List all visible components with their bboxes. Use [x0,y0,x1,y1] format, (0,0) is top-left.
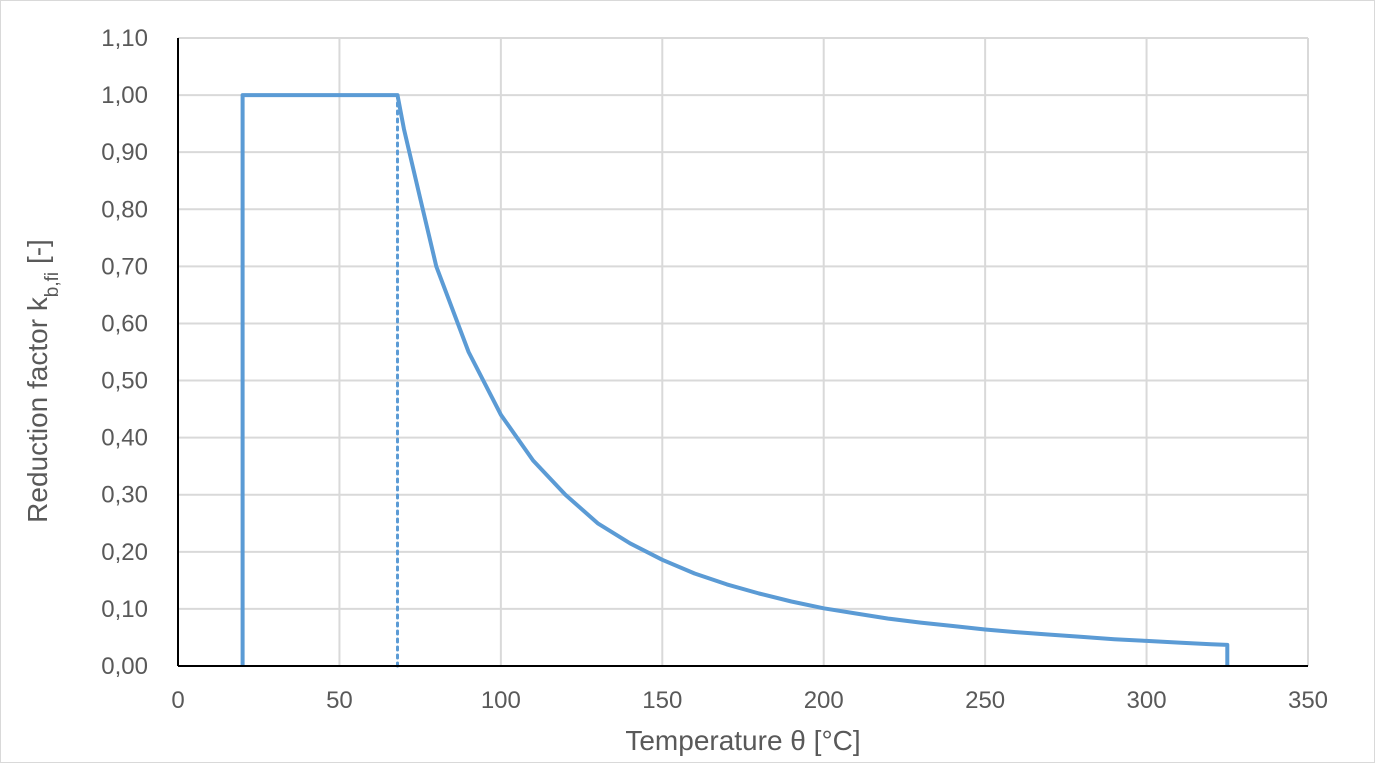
gridlines [178,37,1309,666]
series-layer [240,93,1230,668]
x-tick-label-6: 300 [1127,687,1167,714]
x-tick-labels: 0 50 100 150 200 250 300 350 [171,687,1328,714]
y-tick-label-8: 0,80 [101,196,148,223]
y-tick-labels: 0,00 0,10 0,20 0,30 0,40 0,50 0,60 0,70 0,80 0,90… [101,25,148,680]
x-tick-label-3: 150 [642,687,682,714]
y-tick-label-0: 0,00 [101,653,148,680]
y-tick-label-4: 0,40 [101,425,148,452]
axes [177,38,1308,667]
y-axis-title-suffix: [-] [22,239,53,272]
y-tick-label-3: 0,30 [101,482,148,509]
x-tick-label-7: 350 [1288,687,1328,714]
reduction-factor-line [240,93,1230,666]
y-tick-label-7: 0,70 [101,253,148,280]
y-tick-label-2: 0,20 [101,539,148,566]
x-tick-label-5: 250 [965,687,1005,714]
y-tick-label-1: 0,10 [101,596,148,623]
x-axis-title: Temperature θ [°C] [625,725,860,756]
x-tick-label-4: 200 [804,687,844,714]
y-tick-label-5: 0,50 [101,368,148,395]
y-axis-title: Reduction factor kb,fi [-] [22,239,63,523]
y-tick-label-11: 1,10 [101,25,148,52]
y-axis-title-main: Reduction factor k [22,296,53,523]
x-tick-label-2: 100 [481,687,521,714]
y-axis-title-subscript: b,fi [42,272,63,297]
y-tick-label-10: 1,00 [101,82,148,109]
x-tick-label-1: 50 [326,687,353,714]
y-tick-label-6: 0,60 [101,310,148,337]
x-tick-label-0: 0 [171,687,184,714]
y-tick-label-9: 0,90 [101,139,148,166]
